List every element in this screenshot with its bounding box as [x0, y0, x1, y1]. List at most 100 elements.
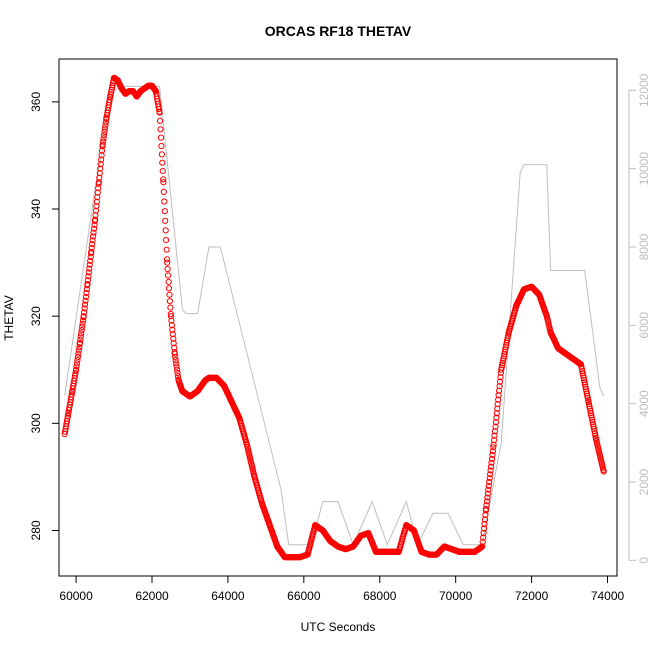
data-point	[98, 156, 105, 163]
data-point	[496, 387, 503, 394]
data-point	[497, 374, 504, 381]
data-point	[77, 336, 84, 343]
data-point	[163, 237, 170, 244]
data-point	[481, 516, 489, 523]
data-point	[107, 91, 114, 98]
secondary-series-line	[64, 85, 605, 547]
data-point	[494, 401, 501, 408]
data-point	[169, 326, 176, 333]
data-point	[592, 432, 599, 439]
data-point	[490, 441, 497, 448]
data-point	[174, 369, 181, 377]
data-point	[155, 106, 163, 113]
data-point	[170, 335, 177, 342]
data-point	[160, 179, 167, 186]
data-point	[482, 505, 490, 513]
data-point	[89, 241, 96, 248]
data-point	[93, 203, 100, 210]
data-point	[92, 212, 99, 219]
data-point	[166, 298, 173, 305]
data-point	[491, 428, 499, 435]
data-point	[485, 486, 492, 493]
data-point	[86, 265, 93, 272]
data-point	[488, 459, 495, 466]
data-point	[159, 168, 166, 175]
data-point	[172, 357, 179, 364]
data-point	[487, 471, 494, 478]
x-tick-label: 60000	[59, 589, 93, 603]
data-point	[492, 419, 499, 426]
x-axis-label: UTC Seconds	[301, 620, 376, 634]
data-point	[102, 119, 109, 126]
data-point	[496, 378, 504, 385]
data-point	[68, 391, 75, 398]
data-point	[166, 291, 173, 298]
y-tick-label: 280	[29, 520, 43, 540]
data-point	[74, 357, 81, 364]
data-point	[167, 310, 174, 318]
data-point	[98, 152, 105, 159]
data-point	[73, 363, 80, 370]
x-tick-label: 62000	[135, 589, 169, 603]
data-point	[600, 468, 607, 475]
data-point	[72, 370, 79, 377]
y-axis-label: THETAV	[2, 295, 16, 341]
data-point	[81, 309, 88, 316]
right-y-tick-label: 12000	[637, 73, 650, 107]
data-point	[160, 188, 167, 195]
data-point	[158, 142, 165, 150]
data-point	[161, 208, 168, 215]
data-point	[84, 280, 91, 288]
data-point	[171, 350, 178, 357]
data-point	[100, 132, 108, 139]
data-point	[92, 216, 99, 223]
data-point	[587, 410, 594, 417]
data-point	[579, 370, 586, 377]
data-point	[98, 147, 106, 154]
data-point	[580, 372, 587, 379]
data-point	[73, 366, 80, 373]
data-point	[106, 96, 113, 104]
data-point	[81, 305, 88, 312]
data-point	[76, 344, 83, 351]
data-point	[163, 246, 170, 253]
data-point	[109, 82, 116, 89]
data-point	[581, 379, 588, 386]
data-point	[156, 109, 163, 116]
data-point	[481, 525, 488, 532]
data-point	[482, 511, 489, 519]
data-point	[582, 383, 589, 390]
data-point	[590, 421, 597, 428]
data-point	[494, 405, 501, 412]
data-point	[96, 174, 103, 181]
chart-title: ORCAS RF18 THETAV	[265, 23, 412, 39]
data-point	[73, 360, 81, 367]
data-point	[169, 331, 176, 338]
data-point	[586, 405, 594, 412]
right-y-tick-label: 2000	[637, 468, 650, 495]
data-point	[100, 135, 107, 142]
data-point	[108, 86, 115, 93]
data-point	[157, 126, 164, 133]
data-point	[157, 134, 165, 141]
data-point	[90, 225, 98, 232]
x-tick-label: 64000	[211, 589, 245, 603]
data-point	[162, 217, 169, 224]
data-point	[90, 229, 97, 236]
data-point	[168, 317, 175, 324]
data-point	[502, 344, 509, 351]
data-point	[173, 360, 180, 367]
data-point	[75, 347, 82, 354]
data-point	[64, 412, 72, 420]
data-point	[85, 273, 92, 280]
data-point	[108, 88, 115, 96]
data-point	[499, 359, 506, 367]
y-tick-label: 300	[29, 413, 43, 433]
data-point	[170, 340, 177, 347]
data-point	[92, 207, 100, 214]
data-point	[503, 339, 510, 346]
data-point	[587, 407, 594, 414]
data-point	[581, 377, 588, 384]
data-point	[85, 269, 92, 276]
